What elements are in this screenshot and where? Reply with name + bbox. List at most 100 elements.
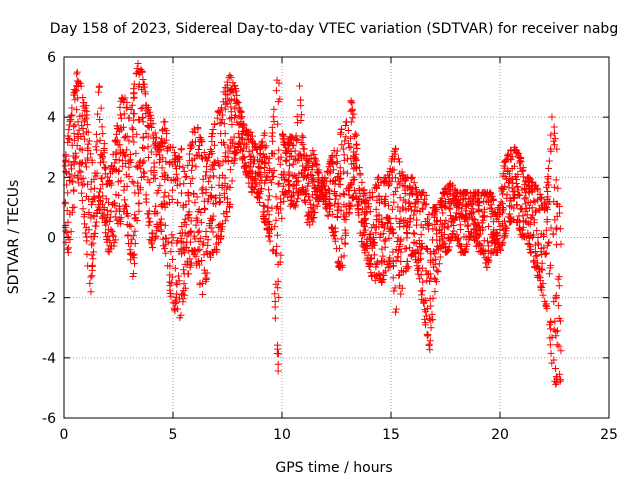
data-point bbox=[89, 261, 97, 269]
data-point bbox=[293, 113, 301, 121]
data-point bbox=[270, 150, 278, 158]
data-point bbox=[423, 277, 431, 285]
data-point bbox=[376, 233, 384, 241]
data-point bbox=[272, 204, 280, 212]
data-point bbox=[221, 174, 229, 182]
data-point bbox=[206, 174, 214, 182]
data-point bbox=[198, 137, 206, 145]
data-point bbox=[401, 217, 409, 225]
data-point bbox=[188, 161, 196, 169]
data-point bbox=[237, 108, 245, 116]
data-point bbox=[74, 172, 82, 180]
data-point bbox=[66, 135, 74, 143]
data-point bbox=[208, 193, 216, 201]
data-point bbox=[135, 199, 143, 207]
data-point bbox=[289, 160, 297, 168]
data-point bbox=[227, 108, 235, 116]
data-point bbox=[540, 231, 548, 239]
data-point bbox=[195, 146, 203, 154]
data-point bbox=[513, 176, 521, 184]
data-point bbox=[121, 196, 129, 204]
data-point bbox=[106, 217, 114, 225]
data-point bbox=[111, 213, 119, 221]
data-point bbox=[431, 276, 439, 284]
data-point bbox=[533, 227, 541, 235]
data-point bbox=[528, 188, 536, 196]
data-point bbox=[332, 191, 340, 199]
data-point bbox=[111, 201, 119, 209]
data-point bbox=[340, 211, 348, 219]
data-point bbox=[440, 231, 448, 239]
data-point bbox=[101, 164, 109, 172]
data-point bbox=[306, 196, 314, 204]
data-point bbox=[287, 148, 295, 156]
data-point bbox=[467, 209, 475, 217]
data-point bbox=[291, 203, 299, 211]
data-point bbox=[288, 192, 296, 200]
data-point bbox=[130, 138, 138, 146]
data-point bbox=[190, 248, 198, 256]
data-point bbox=[229, 139, 237, 147]
data-point bbox=[306, 221, 314, 229]
data-point bbox=[418, 204, 426, 212]
data-point bbox=[275, 179, 283, 187]
data-point bbox=[166, 262, 174, 270]
data-point bbox=[465, 228, 473, 236]
data-point bbox=[442, 203, 450, 211]
data-point bbox=[163, 147, 171, 155]
data-point bbox=[195, 142, 203, 150]
data-point bbox=[130, 93, 138, 101]
data-point bbox=[296, 82, 304, 90]
data-point bbox=[195, 151, 203, 159]
data-point bbox=[496, 226, 504, 234]
data-point bbox=[247, 158, 255, 166]
data-point bbox=[162, 158, 170, 166]
data-point bbox=[150, 167, 158, 175]
data-point bbox=[499, 170, 507, 178]
data-point bbox=[130, 110, 138, 118]
data-point bbox=[69, 177, 77, 185]
data-point bbox=[520, 195, 528, 203]
data-point bbox=[391, 188, 399, 196]
data-point bbox=[392, 214, 400, 222]
data-point bbox=[165, 199, 173, 207]
data-point bbox=[271, 314, 279, 322]
data-point bbox=[403, 229, 411, 237]
data-point bbox=[81, 135, 89, 143]
data-point bbox=[207, 191, 215, 199]
data-point bbox=[221, 129, 229, 137]
data-point bbox=[171, 154, 179, 162]
data-point bbox=[135, 207, 143, 215]
data-point bbox=[279, 130, 287, 138]
data-point bbox=[195, 237, 203, 245]
data-point bbox=[70, 152, 78, 160]
data-point bbox=[539, 291, 547, 299]
data-point bbox=[265, 218, 273, 226]
data-point bbox=[194, 228, 202, 236]
data-point bbox=[396, 180, 404, 188]
data-point bbox=[516, 205, 524, 213]
data-point bbox=[405, 223, 413, 231]
data-point bbox=[453, 237, 461, 245]
data-point bbox=[537, 282, 545, 290]
data-point bbox=[552, 176, 560, 184]
data-point bbox=[522, 194, 530, 202]
data-point bbox=[340, 151, 348, 159]
data-point bbox=[213, 246, 221, 254]
data-point bbox=[269, 113, 277, 121]
data-point bbox=[422, 191, 430, 199]
data-point bbox=[163, 130, 171, 138]
data-point bbox=[305, 216, 313, 224]
data-point bbox=[226, 87, 234, 95]
data-point bbox=[519, 223, 527, 231]
data-point bbox=[329, 166, 337, 174]
data-point bbox=[199, 184, 207, 192]
data-point bbox=[117, 114, 125, 122]
data-point bbox=[431, 288, 439, 296]
data-point bbox=[333, 147, 341, 155]
data-point bbox=[540, 244, 548, 252]
data-point bbox=[293, 156, 301, 164]
data-point bbox=[376, 275, 384, 283]
data-point bbox=[310, 201, 318, 209]
data-point bbox=[547, 131, 555, 139]
